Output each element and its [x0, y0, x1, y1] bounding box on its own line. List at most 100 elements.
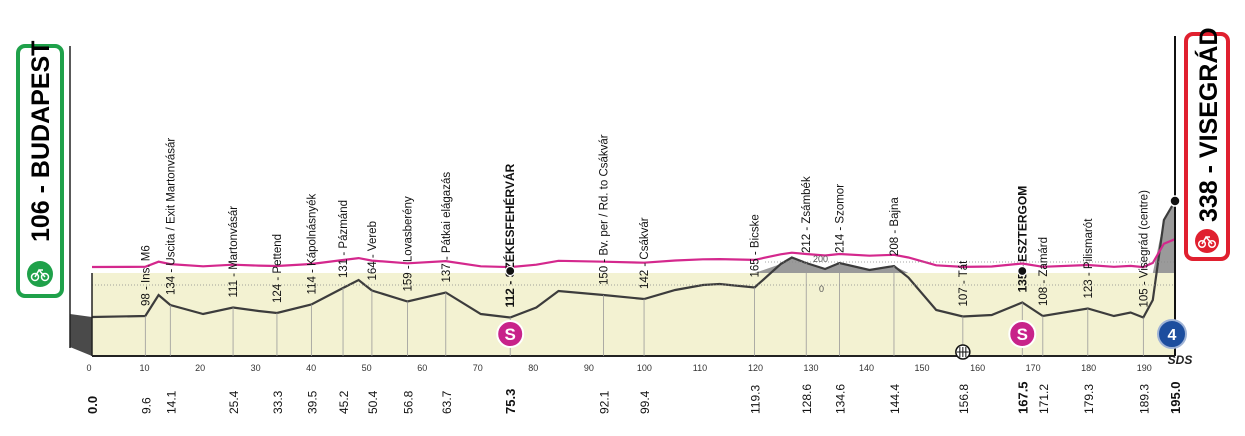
axis-tick-label: 100 [637, 363, 652, 373]
axis-tick-label: 90 [584, 363, 594, 373]
axis-tick-label: 20 [195, 363, 205, 373]
waypoint-km-label: 119.3 [749, 385, 763, 414]
waypoint-label: 150 - Bv. per / Rd. to Csákvár [599, 134, 611, 285]
axis-tick-label: 30 [251, 363, 261, 373]
altitude-marker-200: 200 [813, 254, 828, 264]
waypoint-km-label: 33.3 [271, 390, 285, 414]
waypoint-km-label: 128.6 [800, 384, 814, 414]
waypoint-km-label: 39.5 [305, 390, 319, 414]
bike-icon [1195, 229, 1219, 253]
bike-icon [27, 261, 53, 287]
waypoint-label: 108 - Zamárd [1038, 237, 1050, 306]
waypoint-km-label: 45.2 [337, 390, 351, 414]
waypoint-label: 112 - SZÉKESFEHÉRVÁR [502, 163, 517, 307]
waypoint-km-label: 63.7 [440, 390, 454, 414]
axis-tick-label: 80 [528, 363, 538, 373]
waypoint-km-label: 9.6 [139, 397, 153, 414]
waypoint-label: 111 - Martonvásár [228, 206, 240, 298]
waypoint-km-label: 14.1 [164, 390, 178, 414]
axis-tick-label: 110 [693, 363, 707, 373]
waypoint-km-label: 179.3 [1082, 384, 1096, 414]
waypoint-label: 107 - Tát [958, 260, 970, 307]
bike-wheel [30, 272, 40, 282]
kom-icon [1157, 319, 1187, 349]
waypoint-label: 123 - Pilismarót [1083, 218, 1095, 299]
waypoint-label: 114 - Kápolnásnyék [306, 193, 318, 294]
profile-wall-start [70, 314, 92, 356]
kom-category: 4 [1168, 327, 1177, 344]
waypoint-km-label: 50.4 [366, 390, 380, 414]
waypoint-km-label: 25.4 [227, 390, 241, 414]
feed-zone-icon-mark [956, 347, 969, 357]
axis-tick-label: 120 [748, 363, 763, 373]
start-label: 106 - BUDAPEST [27, 41, 55, 242]
axis-tick-label: 10 [140, 363, 150, 373]
waypoint-km-label: 56.8 [401, 390, 415, 414]
start-badge-box [16, 44, 64, 298]
axis-tick-label: 50 [362, 363, 372, 373]
waypoint-km-label: 189.3 [1137, 384, 1151, 414]
profile-base [69, 36, 1181, 357]
bike-wheel [1197, 239, 1207, 249]
axis-ticks: 0 10 20 30 40 50 60 70 80 90 100 110 120 130 140 150 160… [86, 363, 1151, 373]
bike-wheel [40, 272, 50, 282]
waypoint-label: 165 - Bicske [750, 214, 762, 277]
start-badge: 106 - BUDAPEST [16, 41, 64, 298]
waypoint-km-label: 171.2 [1037, 384, 1051, 414]
axis-tick-label: 60 [417, 363, 427, 373]
sprint-dot [505, 265, 516, 277]
axis-tick-label: 140 [859, 363, 874, 373]
sprint-icon [496, 320, 525, 348]
bike-frame [34, 268, 46, 278]
finish-badge-box [1184, 32, 1230, 261]
altitude-marker-0: 0 [819, 284, 824, 294]
waypoint-km-label: 75.3 [503, 389, 518, 414]
sprint-icon [1008, 320, 1037, 348]
bike-frame [1201, 235, 1213, 245]
axis-tick-label: 40 [306, 363, 316, 373]
axis-tick-label: 170 [1026, 363, 1041, 373]
axis-tick-label: 160 [970, 363, 985, 373]
finish-badge: 338 - VISEGRÁD [1184, 27, 1230, 261]
waypoint-km-label: 99.4 [638, 390, 652, 414]
profile-magenta-line [91, 238, 1176, 269]
profile-outline [91, 200, 1176, 319]
axis-tick-label: 190 [1137, 363, 1152, 373]
finish-label: 338 - VISEGRÁD [1194, 27, 1223, 222]
waypoint-km-label: 144.4 [888, 384, 902, 414]
waypoint-label: 208 - Bajna [889, 197, 901, 256]
waypoint-label: 131 - Pázmánd [338, 200, 350, 278]
waypoint-km-label: 92.1 [598, 390, 612, 414]
sprint-letter: S [505, 325, 516, 344]
waypoint-label: 212 - Zsámbék [801, 176, 813, 253]
axis-tick-label: 150 [915, 363, 930, 373]
sprint-letter: S [1017, 325, 1028, 344]
axis-tick-label: 130 [803, 363, 818, 373]
markers: S S 4 SDS [496, 265, 1193, 367]
waypoint-label: 137 - Pátkai elágazás [441, 172, 453, 283]
sprint-dot [1017, 265, 1028, 277]
sds-label: SDS [1168, 353, 1193, 367]
waypoint-label: 214 - Szomor [835, 184, 847, 253]
axis-tick-label: 70 [473, 363, 483, 373]
waypoint-km-label: 156.8 [957, 384, 971, 414]
waypoint-label: 159 - Lovasberény [402, 196, 414, 292]
waypoint-label: 164 - Vereb [367, 221, 379, 280]
waypoint-label: 124 - Pettend [272, 234, 284, 303]
waypoint-km-label: 0.0 [85, 396, 100, 414]
waypoint-label: 98 - Ins. M6 [140, 245, 152, 306]
axis-tick-label: 0 [86, 363, 91, 373]
bike-wheel [1207, 239, 1217, 249]
waypoint-label: 142 - Csákvár [639, 217, 651, 289]
waypoint-km-label: 195.0 [1168, 381, 1183, 414]
waypoint-guides [144, 263, 1144, 356]
waypoint-km-label: 134.6 [834, 384, 848, 414]
waypoint-label: 134 - Uscita / Exit Martonvásár [165, 138, 177, 295]
waypoint-label: 135 - ESZTERGOM [1015, 186, 1029, 293]
finish-dot [1169, 195, 1181, 207]
km-labels: 0.0 9.6 14.1 25.4 33.3 39.5 45.2 50.4 56.8 63.7 75… [85, 381, 1183, 414]
axis-tick-label: 180 [1081, 363, 1096, 373]
waypoint-km-label: 167.5 [1015, 381, 1030, 414]
waypoint-label: 105 - Visegrád (centre) [1138, 190, 1150, 308]
